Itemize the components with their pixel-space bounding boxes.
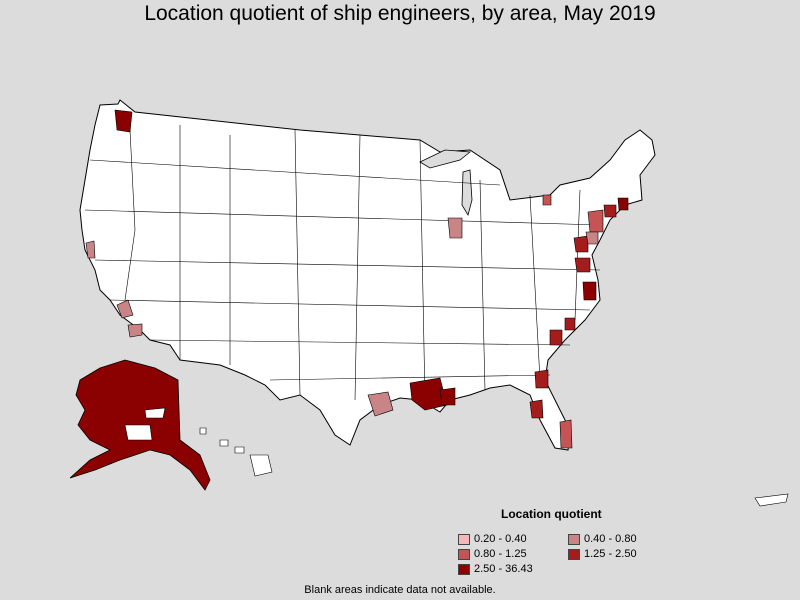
area-san-diego	[127, 323, 143, 338]
legend-swatch	[568, 548, 580, 560]
legend-item-0-20-0-40: 0.20 - 0.40	[458, 533, 527, 545]
area-houston	[367, 391, 394, 417]
area-los-angeles	[116, 299, 134, 319]
area-louisiana	[409, 377, 448, 411]
legend-label: 0.20 - 0.40	[474, 533, 527, 545]
legend-item-2-50-36-43: 2.50 - 36.43	[458, 563, 533, 575]
legend-swatch	[458, 533, 470, 545]
alaska-lake	[144, 407, 166, 419]
area-borders	[84, 125, 601, 401]
footnote: Blank areas indicate data not available.	[304, 584, 496, 596]
area-seattle	[114, 109, 133, 133]
area-rhode-island	[617, 197, 629, 211]
legend-item-1-25-2-50: 1.25 - 2.50	[568, 548, 637, 560]
legend-title: Location quotient	[501, 507, 602, 521]
area-illinois	[447, 217, 463, 239]
hawaii	[199, 427, 273, 477]
puerto-rico	[754, 493, 789, 507]
area-tampa	[529, 399, 544, 419]
area-philadelphia	[573, 235, 589, 253]
map-title: Location quotient of ship engineers, by …	[144, 2, 656, 25]
area-baltimore	[574, 257, 591, 273]
legend-label: 0.40 - 0.80	[584, 533, 637, 545]
legend-swatch	[568, 533, 580, 545]
area-new-york	[587, 209, 604, 233]
lake-superior	[419, 149, 472, 169]
legend-label: 2.50 - 36.43	[474, 563, 533, 575]
area-wilmington	[564, 317, 576, 331]
area-charleston	[549, 329, 563, 346]
area-new-jersey	[585, 231, 599, 245]
legend-label: 1.25 - 2.50	[584, 548, 637, 560]
area-mobile	[439, 387, 456, 406]
area-norfolk	[582, 281, 597, 301]
legend-item-0-80-1-25: 0.80 - 1.25	[458, 548, 527, 560]
area-connecticut	[603, 204, 617, 218]
area-highlights	[85, 109, 629, 449]
legend-swatch	[458, 563, 470, 575]
alaska-lake-2	[124, 424, 153, 441]
area-erie	[542, 194, 552, 206]
lake-michigan	[461, 169, 473, 217]
legend-item-0-40-0-80: 0.40 - 0.80	[568, 533, 637, 545]
area-miami	[559, 419, 573, 449]
area-jacksonville	[534, 369, 549, 389]
area-san-francisco	[85, 240, 96, 259]
legend-swatch	[458, 548, 470, 560]
legend-label: 0.80 - 1.25	[474, 548, 527, 560]
